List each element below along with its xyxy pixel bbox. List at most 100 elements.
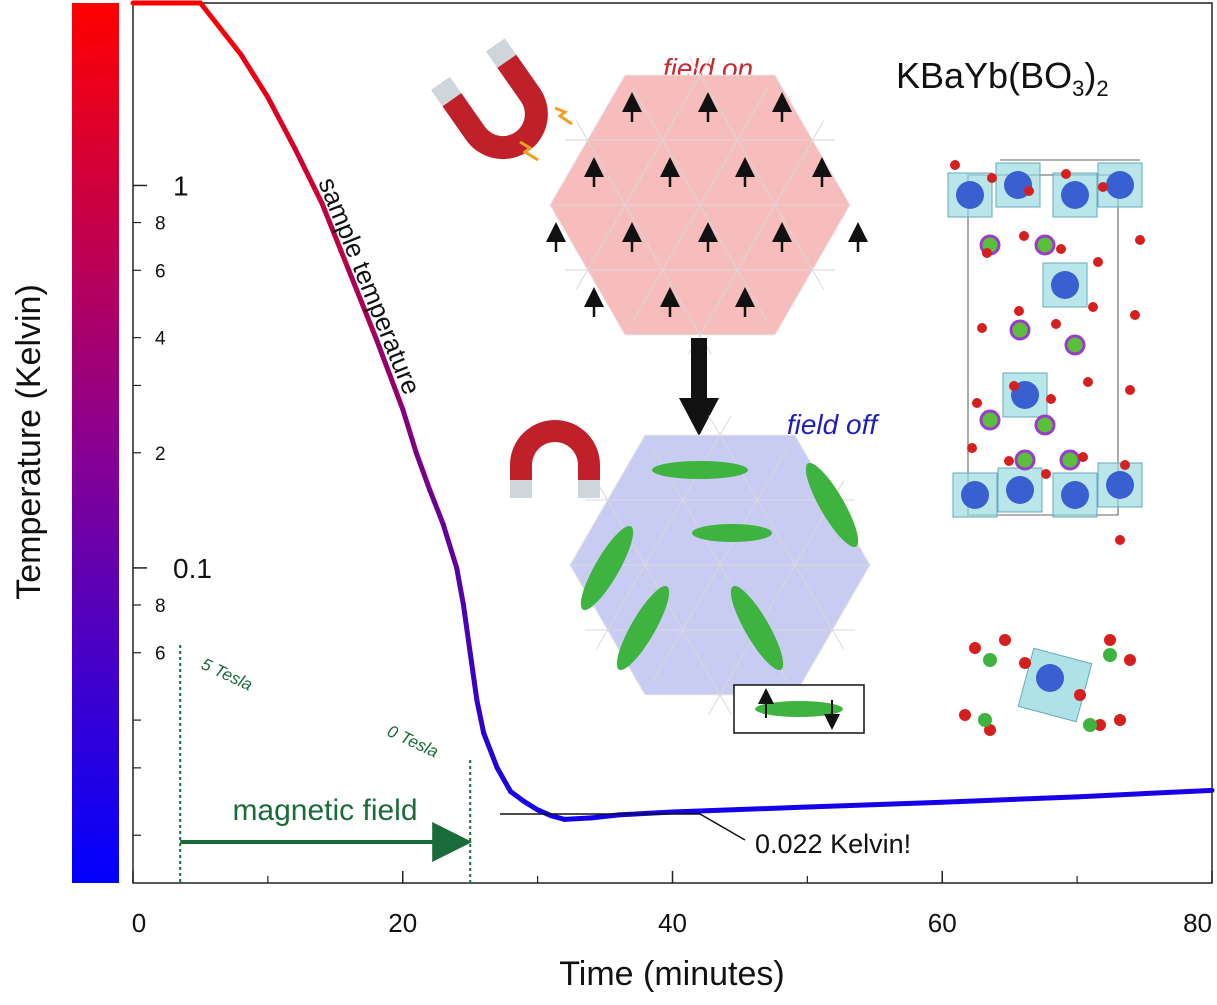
singlet-dimer xyxy=(616,586,670,670)
boron-atom-small xyxy=(1083,718,1097,732)
yb-atom xyxy=(1061,481,1089,509)
yb-atom-small xyxy=(1036,664,1064,692)
curve-segment xyxy=(481,730,500,771)
k-ba-atom xyxy=(1034,234,1056,256)
oxygen-atom xyxy=(1135,235,1145,245)
unit-cell xyxy=(967,174,1119,516)
curve-segment xyxy=(1074,787,1215,800)
curve-segment xyxy=(319,200,352,273)
x-axis-label: Time (minutes) xyxy=(559,955,784,993)
boron-atom-small xyxy=(978,713,992,727)
oxygen-atom xyxy=(1019,231,1029,241)
y-minor-tick-label: 8 xyxy=(155,214,166,235)
yb-atom xyxy=(1006,476,1034,504)
five-tesla-label: 5 Tesla xyxy=(198,654,255,694)
y-minor-tick-label: 2 xyxy=(155,444,166,465)
oxygen-atom xyxy=(1004,456,1014,466)
curve-segment xyxy=(670,804,810,815)
min-temp-label: 0.022 Kelvin! xyxy=(755,829,911,859)
curve-segment xyxy=(413,450,433,493)
curve-segment xyxy=(454,565,466,608)
oxygen-atom xyxy=(1098,182,1108,192)
lattice-field-off xyxy=(569,415,871,715)
oxygen-atom xyxy=(1125,385,1135,395)
x-tick-label: 80 xyxy=(1183,908,1212,938)
yb-atom xyxy=(1061,181,1089,209)
singlet-dimer xyxy=(692,524,772,542)
oxygen-atom xyxy=(982,248,992,258)
oxygen-atom xyxy=(1046,394,1056,404)
oxygen-atom xyxy=(1061,169,1071,179)
curve-segment xyxy=(427,487,446,527)
oxygen-atom xyxy=(1083,377,1093,387)
k-ba-atom xyxy=(979,409,1001,431)
compound-formula: KBaYb(BO3)2 xyxy=(896,55,1109,101)
curve-segment xyxy=(346,267,379,341)
curve-segment xyxy=(562,815,595,822)
oxygen-atom xyxy=(972,398,982,408)
curve-segment xyxy=(292,145,325,206)
temperature-curve xyxy=(130,0,1215,822)
oxygen-atom xyxy=(950,160,960,170)
lattice-line xyxy=(708,415,845,650)
oxygen-atom xyxy=(1093,257,1103,267)
k-ba-atom xyxy=(1009,319,1031,341)
zero-tesla-label: 0 Tesla xyxy=(384,721,441,761)
k-ba-atom xyxy=(1014,449,1036,471)
oxygen-atom xyxy=(1115,535,1125,545)
curve-segment xyxy=(589,812,622,821)
oxygen-atom-small xyxy=(1124,654,1136,666)
x-tick-label: 0 xyxy=(132,908,146,938)
oxygen-atom xyxy=(987,173,997,183)
y-minor-tick-label: 6 xyxy=(155,644,166,665)
lattice-line xyxy=(688,120,825,355)
oxygen-atom xyxy=(1120,460,1130,470)
y-minor-tick-label: 6 xyxy=(155,261,166,282)
y-minor-tick-label: 8 xyxy=(155,596,166,617)
oxygen-atom xyxy=(977,323,987,333)
oxygen-atom-small xyxy=(1019,657,1031,669)
curve-segment xyxy=(521,799,541,813)
min-temp-callout-line xyxy=(500,813,746,841)
oxygen-atom-small xyxy=(999,634,1011,646)
oxygen-atom-small xyxy=(1114,714,1126,726)
x-tick-label: 40 xyxy=(658,908,687,938)
curve-label: sample temperature xyxy=(312,173,426,399)
lattice-line xyxy=(575,55,712,290)
singlet-dimer xyxy=(730,586,784,670)
curve-segment xyxy=(494,765,514,795)
lattice-line xyxy=(708,480,845,715)
oxygen-atom-small xyxy=(1074,689,1086,701)
oxygen-atom-small xyxy=(959,709,971,721)
temperature-colorbar xyxy=(72,3,119,883)
y-axis-label: Temperature (Kelvin) xyxy=(10,284,48,600)
curve-segment xyxy=(238,52,271,100)
crystal-structure xyxy=(947,159,1145,545)
singlet-legend xyxy=(733,684,865,734)
curve-segment xyxy=(804,799,945,810)
oxygen-atom-small xyxy=(1094,719,1106,731)
crystal-unit xyxy=(959,634,1136,736)
lattice-line xyxy=(595,415,732,650)
oxygen-atom xyxy=(1130,310,1140,320)
oxygen-atom-small xyxy=(969,642,981,654)
curve-segment xyxy=(508,789,527,805)
x-tick-label: 60 xyxy=(928,908,957,938)
boron-atom-small xyxy=(1103,648,1117,662)
curve-segment xyxy=(474,698,487,736)
magnet-off-icon xyxy=(510,420,600,498)
x-tick-label: 20 xyxy=(388,908,417,938)
magnet-on-icon xyxy=(431,38,573,162)
y-minor-tick-label: 4 xyxy=(155,329,166,350)
yb-atom xyxy=(1051,271,1079,299)
oxygen-atom xyxy=(1056,244,1066,254)
singlet-dimer xyxy=(652,461,748,479)
yb-atom xyxy=(1106,171,1134,199)
yb-octahedron xyxy=(1042,262,1088,308)
singlet-dimer xyxy=(580,526,634,610)
transition-arrow xyxy=(679,338,719,436)
curve-segment xyxy=(197,0,244,58)
oxygen-atom xyxy=(1078,452,1088,462)
